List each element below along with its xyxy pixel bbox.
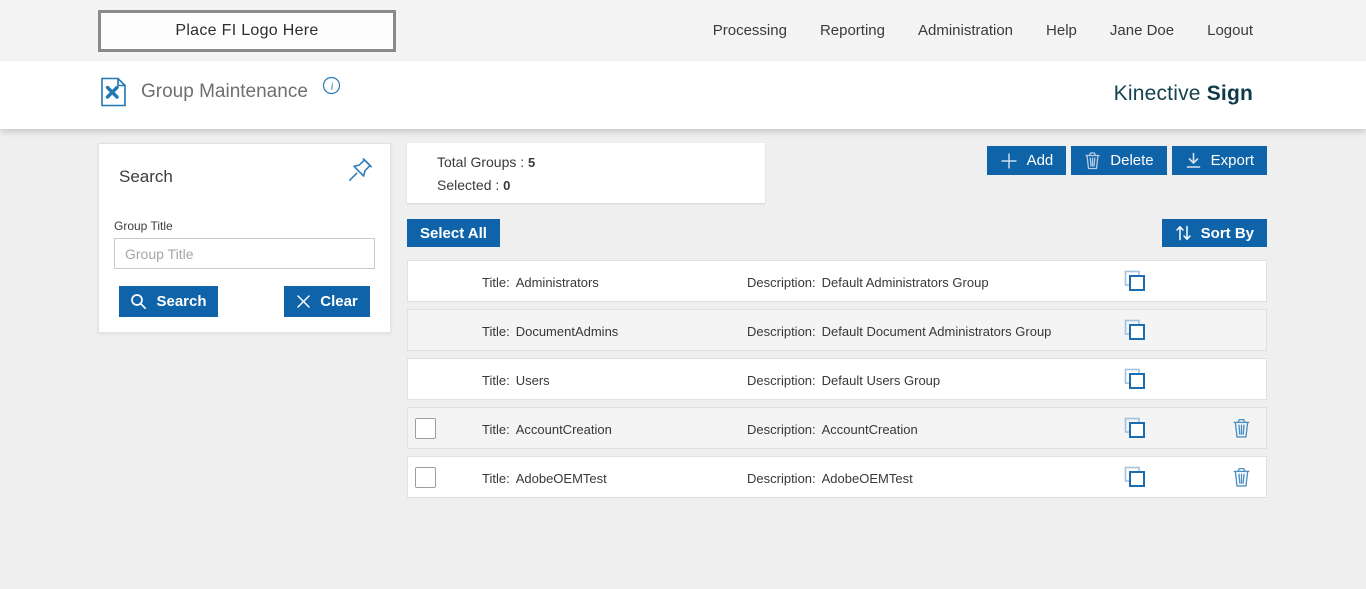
action-toolbar: Add Delete bbox=[986, 146, 1267, 175]
group-title-input[interactable] bbox=[114, 238, 375, 269]
row-description-label: Description: bbox=[747, 324, 816, 339]
group-row: Title: Users Description: Default Users Gr… bbox=[407, 358, 1267, 400]
row-description-value: AdobeOEMTest bbox=[821, 471, 913, 486]
page-title: Group Maintenance bbox=[141, 81, 308, 102]
group-row: Title: DocumentAdmins Description: Default… bbox=[407, 309, 1267, 351]
copy-icon[interactable] bbox=[1122, 416, 1147, 441]
row-title-value: AdobeOEMTest bbox=[515, 471, 607, 486]
brand-bold: Sign bbox=[1206, 82, 1253, 105]
row-trash-icon[interactable] bbox=[1232, 417, 1251, 439]
nav-item-logout[interactable]: Logout bbox=[1207, 22, 1253, 39]
fi-logo-text: Place FI Logo Here bbox=[175, 22, 319, 39]
search-icon bbox=[130, 293, 147, 310]
clear-button[interactable]: Clear bbox=[284, 286, 370, 317]
row-title-label: Title: bbox=[482, 275, 510, 290]
copy-icon[interactable] bbox=[1122, 269, 1147, 294]
row-title: Title: AdobeOEMTest bbox=[482, 471, 607, 486]
nav-item-jane-doe[interactable]: Jane Doe bbox=[1109, 22, 1175, 39]
search-panel-title: Search bbox=[119, 167, 173, 186]
export-button[interactable]: Export bbox=[1171, 146, 1267, 175]
group-row: Title: AdobeOEMTest Description: AdobeOEMT… bbox=[407, 456, 1267, 498]
page-tools-icon bbox=[100, 77, 127, 107]
brand-logo: Kinective Sign bbox=[1114, 82, 1253, 106]
sort-by-label: Sort By bbox=[1200, 224, 1254, 242]
title-bar: Group Maintenance i Kinective Sign bbox=[0, 61, 1366, 129]
row-description: Description: Default Document Administrat… bbox=[747, 324, 1051, 339]
nav-item-help[interactable]: Help bbox=[1046, 22, 1077, 39]
row-title-value: Administrators bbox=[515, 275, 599, 290]
pin-icon[interactable] bbox=[347, 156, 374, 183]
selected-value: 0 bbox=[503, 178, 511, 193]
row-description-label: Description: bbox=[747, 373, 816, 388]
nav-item-reporting[interactable]: Reporting bbox=[819, 22, 885, 39]
add-button[interactable]: Add bbox=[986, 146, 1067, 175]
row-title-value: DocumentAdmins bbox=[515, 324, 619, 339]
clear-x-icon bbox=[296, 294, 311, 309]
select-all-label: Select All bbox=[420, 224, 487, 242]
row-title: Title: Users bbox=[482, 373, 550, 388]
content-area: Search Group Title Search bbox=[0, 129, 1366, 589]
sort-by-button[interactable]: Sort By bbox=[1161, 219, 1267, 247]
copy-icon[interactable] bbox=[1122, 465, 1147, 490]
nav-item-processing[interactable]: Processing bbox=[712, 22, 787, 39]
row-title-label: Title: bbox=[482, 373, 510, 388]
brand-regular: Kinective bbox=[1113, 82, 1201, 105]
row-title: Title: AccountCreation bbox=[482, 422, 612, 437]
row-description-label: Description: bbox=[747, 471, 816, 486]
group-row: Title: AccountCreation Description: Accoun… bbox=[407, 407, 1267, 449]
row-description: Description: AdobeOEMTest bbox=[747, 471, 913, 486]
row-description-value: Default Administrators Group bbox=[821, 275, 989, 290]
fi-logo-placeholder: Place FI Logo Here bbox=[98, 10, 396, 52]
row-description: Description: Default Users Group bbox=[747, 373, 940, 388]
total-groups-value: 5 bbox=[528, 155, 536, 170]
page-head: Group Maintenance i bbox=[100, 76, 341, 107]
row-title-value: AccountCreation bbox=[515, 422, 612, 437]
summary-box: Total Groups : 5 Selected : 0 bbox=[407, 143, 765, 203]
total-groups-label: Total Groups : bbox=[437, 154, 525, 170]
info-icon[interactable]: i bbox=[322, 76, 341, 95]
row-title-value: Users bbox=[515, 373, 550, 388]
row-description-value: Default Users Group bbox=[821, 373, 941, 388]
selected-label: Selected : bbox=[437, 177, 500, 193]
row-description-value: AccountCreation bbox=[821, 422, 918, 437]
search-button-label: Search bbox=[156, 293, 207, 310]
delete-button[interactable]: Delete bbox=[1071, 146, 1167, 175]
group-title-label: Group Title bbox=[114, 219, 173, 233]
top-bar: Place FI Logo Here Processing Reporting Ad… bbox=[0, 0, 1366, 61]
select-all-button[interactable]: Select All bbox=[407, 219, 500, 247]
row-title-label: Title: bbox=[482, 422, 510, 437]
main-column: Total Groups : 5 Selected : 0 Add bbox=[407, 143, 1267, 505]
copy-icon[interactable] bbox=[1122, 367, 1147, 392]
row-title-label: Title: bbox=[482, 471, 510, 486]
row-trash-icon[interactable] bbox=[1232, 466, 1251, 488]
export-button-label: Export bbox=[1210, 152, 1254, 169]
search-button[interactable]: Search bbox=[119, 286, 218, 317]
copy-icon[interactable] bbox=[1122, 318, 1147, 343]
row-description-label: Description: bbox=[747, 275, 816, 290]
group-row: Title: Administrators Description: Default… bbox=[407, 260, 1267, 302]
delete-button-label: Delete bbox=[1110, 152, 1154, 169]
row-checkbox[interactable] bbox=[415, 467, 436, 488]
row-title: Title: DocumentAdmins bbox=[482, 324, 618, 339]
row-checkbox[interactable] bbox=[415, 418, 436, 439]
trash-icon bbox=[1084, 151, 1101, 170]
group-list: Title: Administrators Description: Default… bbox=[407, 260, 1267, 498]
plus-icon bbox=[1000, 152, 1018, 170]
total-groups: Total Groups : 5 bbox=[437, 154, 765, 170]
row-title-label: Title: bbox=[482, 324, 510, 339]
row-description: Description: Default Administrators Group bbox=[747, 275, 989, 290]
nav-item-administration[interactable]: Administration bbox=[917, 22, 1014, 39]
row-description-label: Description: bbox=[747, 422, 816, 437]
add-button-label: Add bbox=[1026, 152, 1054, 169]
row-title: Title: Administrators bbox=[482, 275, 599, 290]
top-nav: Processing Reporting Administration Help Jan… bbox=[713, 0, 1253, 61]
svg-text:i: i bbox=[330, 80, 333, 92]
clear-button-label: Clear bbox=[320, 293, 358, 310]
selected-count: Selected : 0 bbox=[437, 177, 765, 193]
download-icon bbox=[1185, 152, 1202, 169]
search-panel: Search Group Title Search bbox=[98, 143, 391, 333]
row-description: Description: AccountCreation bbox=[747, 422, 918, 437]
sort-arrows-icon bbox=[1175, 224, 1192, 242]
row-description-value: Default Document Administrators Group bbox=[821, 324, 1052, 339]
